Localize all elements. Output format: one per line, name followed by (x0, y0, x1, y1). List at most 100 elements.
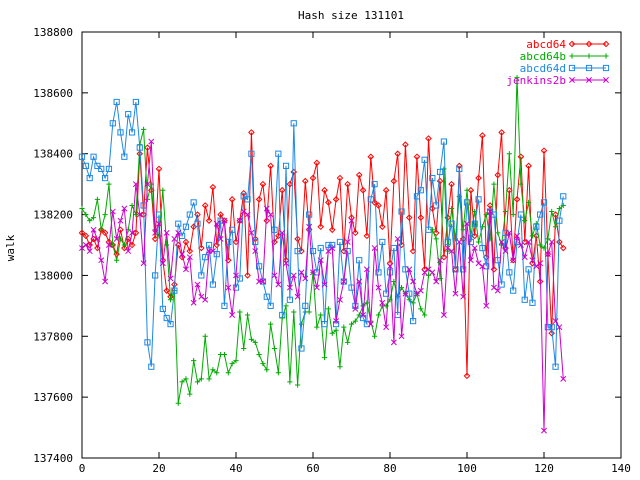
data-point (526, 199, 532, 205)
data-point (548, 239, 555, 245)
data-point (364, 300, 370, 306)
data-point (317, 244, 324, 252)
data-point (517, 153, 525, 161)
series-abcd64b (79, 75, 566, 406)
data-point (290, 120, 297, 127)
data-point (121, 244, 128, 252)
data-point (483, 263, 490, 270)
data-point (585, 40, 593, 48)
data-point (229, 226, 236, 233)
data-point (356, 278, 363, 285)
data-point (559, 244, 567, 252)
data-point (109, 208, 116, 215)
data-point (569, 77, 575, 83)
data-point (486, 202, 494, 209)
data-point (309, 247, 317, 255)
data-point (352, 318, 358, 324)
data-point (175, 220, 182, 227)
data-point (248, 150, 255, 157)
data-point (552, 318, 559, 325)
data-point (233, 358, 239, 364)
series-line (81, 77, 564, 404)
data-point (210, 367, 216, 373)
data-point (568, 64, 576, 72)
data-point (325, 248, 332, 255)
data-point (417, 287, 424, 294)
data-point (387, 263, 393, 270)
data-point (371, 181, 378, 188)
data-point (410, 300, 416, 306)
y-tick-label: 138000 (33, 269, 73, 282)
data-point (171, 287, 178, 294)
data-point (525, 266, 532, 273)
data-point (259, 180, 267, 188)
data-point (148, 363, 155, 370)
data-point (585, 64, 593, 72)
y-tick-label: 138800 (33, 26, 73, 39)
data-point (436, 168, 444, 176)
data-point (314, 324, 320, 330)
data-point (529, 299, 536, 306)
data-point (259, 278, 266, 285)
data-point (294, 293, 301, 300)
data-point (502, 208, 509, 215)
data-point (125, 248, 132, 255)
data-point (86, 248, 93, 255)
data-point (548, 329, 556, 337)
data-point (367, 153, 375, 161)
data-point (537, 211, 544, 218)
data-point (360, 312, 367, 318)
data-point (495, 230, 501, 236)
data-point (433, 278, 440, 285)
data-point (213, 220, 220, 227)
x-ticks: 0 20 40 60 80 100 120 140 (79, 32, 631, 475)
data-point (333, 318, 340, 325)
data-point (552, 363, 559, 370)
data-point (90, 226, 97, 233)
data-point (449, 205, 455, 212)
data-point (552, 211, 559, 218)
legend-label: abcd64b (520, 50, 566, 63)
data-point (549, 208, 555, 215)
data-point (475, 196, 482, 203)
data-point (113, 98, 120, 106)
data-point (109, 120, 116, 127)
data-point (544, 324, 551, 331)
data-point (248, 129, 255, 136)
data-point (359, 186, 367, 194)
data-point (182, 223, 190, 230)
data-point (94, 196, 100, 202)
data-point (233, 272, 239, 279)
data-point (429, 269, 436, 276)
data-point (114, 257, 120, 263)
data-point (390, 177, 398, 185)
data-point (221, 351, 228, 358)
data-point (159, 305, 166, 312)
data-point (244, 211, 251, 218)
data-point (275, 370, 281, 376)
data-point (167, 297, 174, 303)
data-point (248, 336, 254, 342)
data-point (186, 211, 193, 218)
data-point (267, 211, 274, 218)
data-point (440, 253, 448, 261)
data-point (490, 211, 498, 218)
x-tick-label: 20 (152, 462, 165, 475)
data-point (309, 174, 317, 182)
data-point (187, 391, 193, 397)
data-point (456, 165, 463, 173)
data-point (97, 226, 105, 234)
data-point (402, 266, 409, 273)
data-point (171, 235, 178, 242)
data-point (529, 233, 536, 239)
data-point (160, 187, 166, 193)
y-ticks: 137400 137600 137800 138000 138200 138400 1386… (33, 26, 621, 465)
x-tick-label: 140 (611, 462, 631, 475)
data-point (321, 354, 328, 361)
data-point (490, 266, 498, 273)
data-point (525, 162, 532, 170)
data-point (325, 241, 332, 249)
data-point (225, 284, 232, 291)
